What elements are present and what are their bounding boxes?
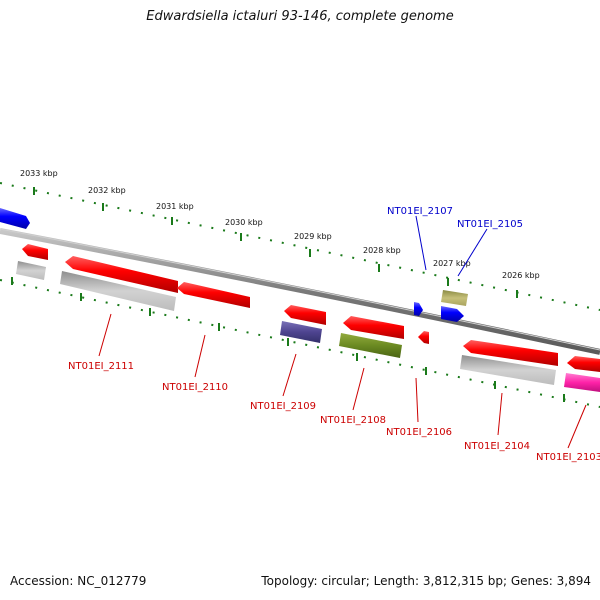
gene-label-2110: NT01EI_2110 [162, 382, 228, 393]
gene-2111-arrow [65, 256, 178, 293]
forward-leader-lines [415, 215, 488, 277]
lower-scale-track [0, 277, 600, 408]
kbp-label: 2032 kbp [88, 186, 126, 195]
gene-label-2108: NT01EI_2108 [320, 415, 386, 426]
gene-label-2109: NT01EI_2109 [250, 401, 316, 412]
kbp-label: 2028 kbp [363, 246, 401, 255]
gene-label-2107: NT01EI_2107 [387, 206, 453, 217]
kbp-label: 2030 kbp [225, 218, 263, 227]
gene-label-2111: NT01EI_2111 [68, 361, 134, 372]
gene-2104-arrow [463, 340, 558, 366]
forward-genes [0, 208, 464, 322]
kbp-label: 2029 kbp [294, 232, 332, 241]
kbp-label: 2026 kbp [502, 271, 540, 280]
gene-arrow [0, 208, 30, 229]
gene-label-2105: NT01EI_2105 [457, 219, 523, 230]
gene-label-2106: NT01EI_2106 [386, 427, 452, 438]
gene-2110-arrow [177, 282, 250, 308]
scale-labels: 2033 kbp 2032 kbp 2031 kbp 2030 kbp 2029… [20, 169, 540, 280]
kbp-label: 2027 kbp [433, 259, 471, 268]
gene-2105-arrow [441, 306, 464, 322]
gene-labels: NT01EI_2107 NT01EI_2105 NT01EI_2111 NT01… [68, 206, 600, 463]
genome-stats-text: Topology: circular; Length: 3,812,315 bp… [261, 574, 591, 588]
genome-backbone [0, 228, 600, 355]
reverse-genes [22, 244, 600, 372]
gene-2108-arrow [343, 316, 404, 339]
gene-2103-arrow [567, 356, 600, 372]
gene-label-2103: NT01EI_2103 [536, 452, 600, 463]
upper-scale-track [0, 182, 600, 311]
gene-label-2104: NT01EI_2104 [464, 441, 530, 452]
gene-2107-arrow [414, 302, 423, 316]
cds-bars [16, 261, 600, 392]
kbp-label: 2033 kbp [20, 169, 58, 178]
reverse-leader-lines [98, 313, 587, 449]
accession-text: Accession: NC_012779 [10, 574, 147, 588]
map-title: Edwardsiella ictaluri 93-146, complete g… [146, 9, 454, 24]
gene-2106-arrow [418, 331, 429, 344]
kbp-label: 2031 kbp [156, 202, 194, 211]
gene-2109-arrow [284, 305, 326, 325]
gene-arrow [22, 244, 48, 260]
